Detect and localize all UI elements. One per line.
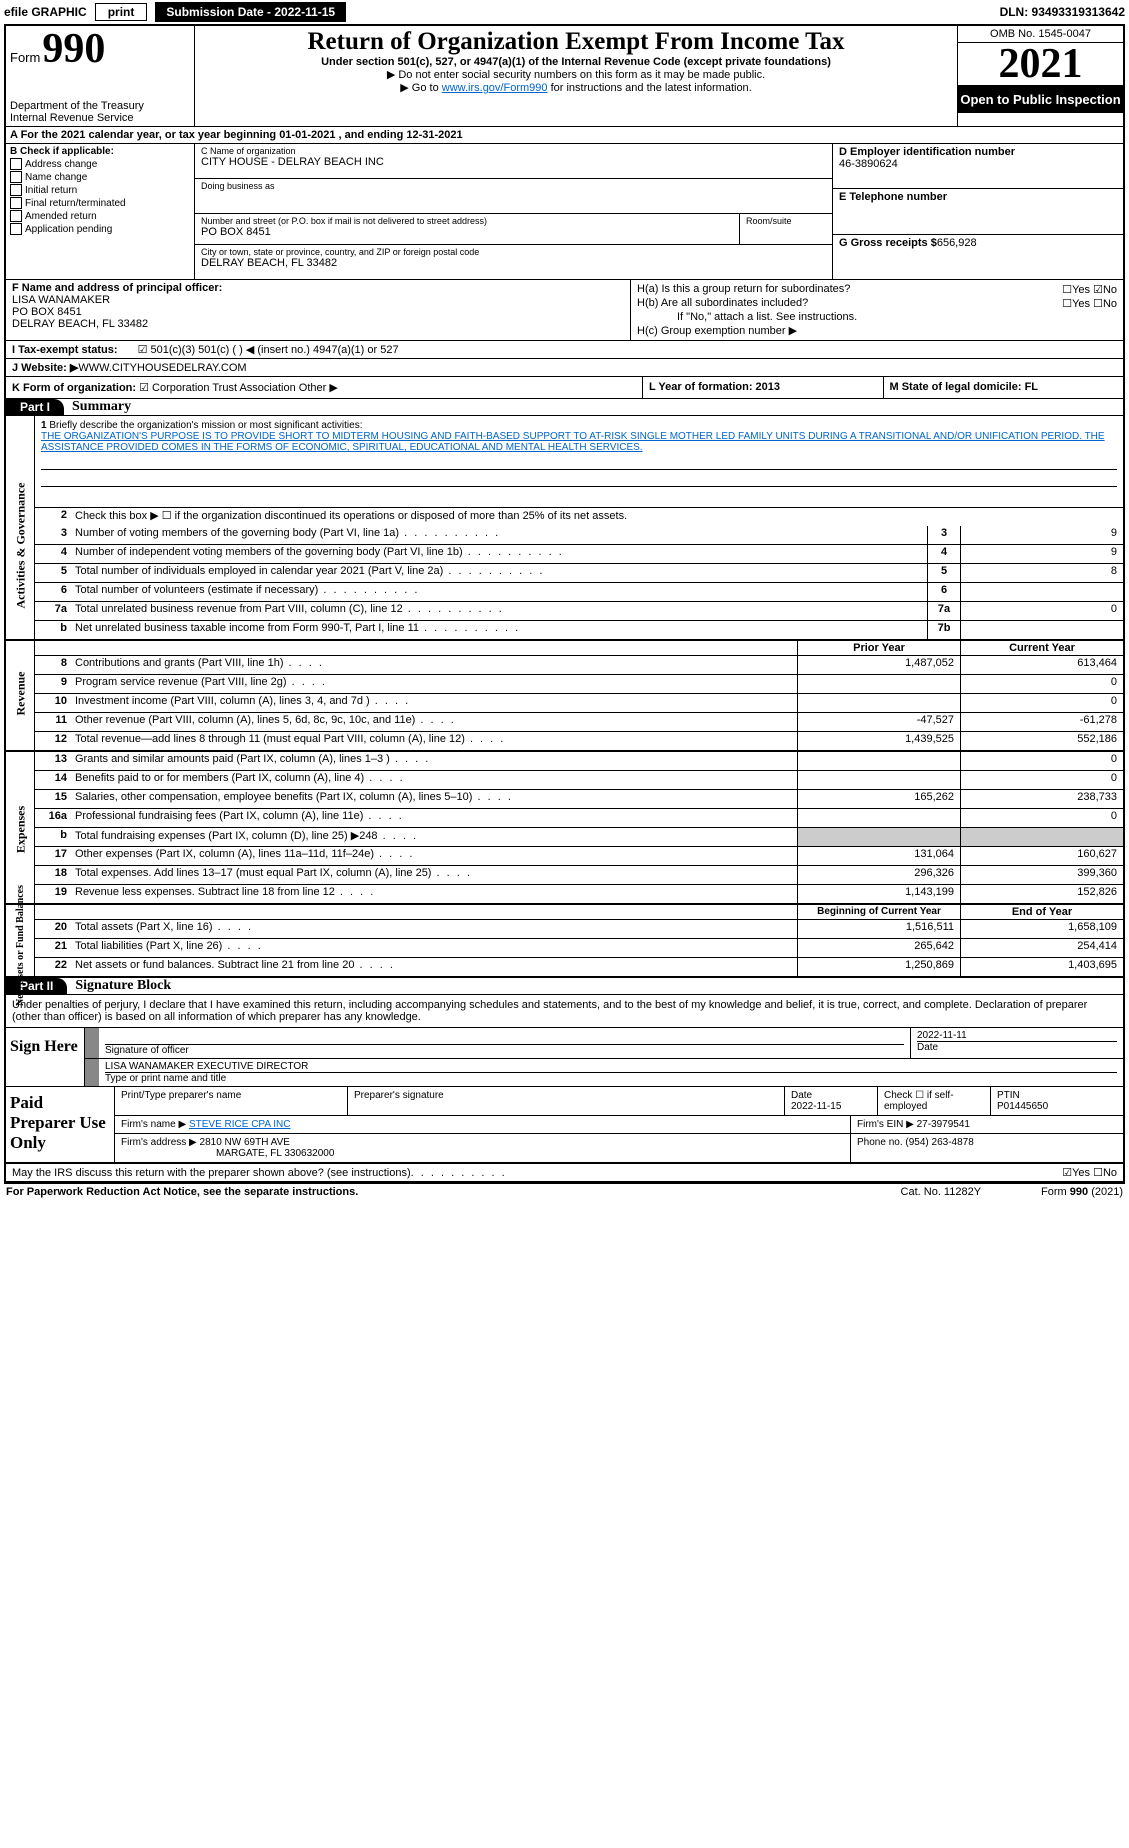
summary-row: 3Number of voting members of the governi… xyxy=(35,526,1123,545)
submission-date: Submission Date - 2022-11-15 xyxy=(155,2,346,22)
part1-header: Part I Summary xyxy=(6,399,1123,416)
expenses-section: Expenses 13Grants and similar amounts pa… xyxy=(6,750,1123,903)
chk-amended[interactable] xyxy=(10,210,22,222)
summary-row: 20Total assets (Part X, line 16)1,516,51… xyxy=(35,920,1123,939)
summary-row: 7aTotal unrelated business revenue from … xyxy=(35,602,1123,621)
section-bcd: B Check if applicable: Address change Na… xyxy=(6,144,1123,280)
summary-row: 17Other expenses (Part IX, column (A), l… xyxy=(35,847,1123,866)
irs-link[interactable]: www.irs.gov/Form990 xyxy=(442,82,548,94)
summary-row: 11Other revenue (Part VIII, column (A), … xyxy=(35,713,1123,732)
form-note2: ▶ Go to www.irs.gov/Form990 for instruct… xyxy=(201,81,951,94)
discuss-row: May the IRS discuss this return with the… xyxy=(6,1164,1123,1182)
form-subtitle: Under section 501(c), 527, or 4947(a)(1)… xyxy=(201,56,951,68)
print-button[interactable]: print xyxy=(95,3,148,21)
summary-row: 10Investment income (Part VIII, column (… xyxy=(35,694,1123,713)
footer: For Paperwork Reduction Act Notice, see … xyxy=(0,1184,1129,1200)
part2-header: Part II Signature Block xyxy=(6,976,1123,995)
dln: DLN: 93493319313642 xyxy=(1000,5,1125,19)
penalty-statement: Under penalties of perjury, I declare th… xyxy=(6,995,1123,1028)
chk-initial[interactable] xyxy=(10,184,22,196)
summary-row: 9Program service revenue (Part VIII, lin… xyxy=(35,675,1123,694)
form-note1: ▶ Do not enter social security numbers o… xyxy=(201,68,951,81)
summary-row: 12Total revenue—add lines 8 through 11 (… xyxy=(35,732,1123,750)
summary-row: bTotal fundraising expenses (Part IX, co… xyxy=(35,828,1123,847)
form-header: Form 990 Department of the Treasury Inte… xyxy=(6,26,1123,127)
chk-pending[interactable] xyxy=(10,223,22,235)
row-k: K Form of organization: ☑ Corporation Tr… xyxy=(6,377,1123,399)
tax-year: 2021 xyxy=(958,43,1123,86)
open-to-public: Open to Public Inspection xyxy=(958,86,1123,113)
row-i-tax-status: I Tax-exempt status: ☑ 501(c)(3) 501(c) … xyxy=(6,341,1123,359)
chk-name[interactable] xyxy=(10,171,22,183)
summary-row: 21Total liabilities (Part X, line 26)265… xyxy=(35,939,1123,958)
net-assets-section: Net Assets or Fund Balances Beginning of… xyxy=(6,903,1123,976)
summary-row: 13Grants and similar amounts paid (Part … xyxy=(35,752,1123,771)
sign-here-block: Sign Here Signature of officer 2022-11-1… xyxy=(6,1028,1123,1087)
col-deg: D Employer identification number 46-3890… xyxy=(832,144,1123,279)
summary-row: 6Total number of volunteers (estimate if… xyxy=(35,583,1123,602)
dept-label: Department of the Treasury xyxy=(10,100,190,112)
row-a-period: A For the 2021 calendar year, or tax yea… xyxy=(6,127,1123,144)
summary-row: 22Net assets or fund balances. Subtract … xyxy=(35,958,1123,976)
summary-row: 18Total expenses. Add lines 13–17 (must … xyxy=(35,866,1123,885)
revenue-section: Revenue Prior Year Current Year 8Contrib… xyxy=(6,639,1123,750)
summary-row: bNet unrelated business taxable income f… xyxy=(35,621,1123,639)
summary-row: 14Benefits paid to or for members (Part … xyxy=(35,771,1123,790)
summary-row: 15Salaries, other compensation, employee… xyxy=(35,790,1123,809)
form-frame: Form 990 Department of the Treasury Inte… xyxy=(4,24,1125,1184)
governance-section: Activities & Governance 1 Briefly descri… xyxy=(6,416,1123,639)
irs-label: Internal Revenue Service xyxy=(10,112,190,124)
row-j-website: J Website: ▶ WWW.CITYHOUSEDELRAY.COM xyxy=(6,359,1123,377)
mission-text[interactable]: THE ORGANIZATION'S PURPOSE IS TO PROVIDE… xyxy=(41,431,1105,453)
chk-address[interactable] xyxy=(10,158,22,170)
firm-link[interactable]: STEVE RICE CPA INC xyxy=(189,1119,291,1130)
summary-row: 5Total number of individuals employed in… xyxy=(35,564,1123,583)
summary-row: 19Revenue less expenses. Subtract line 1… xyxy=(35,885,1123,903)
col-b-checkboxes: B Check if applicable: Address change Na… xyxy=(6,144,195,279)
summary-row: 8Contributions and grants (Part VIII, li… xyxy=(35,656,1123,675)
summary-row: 4Number of independent voting members of… xyxy=(35,545,1123,564)
paid-preparer-block: Paid Preparer Use Only Print/Type prepar… xyxy=(6,1087,1123,1164)
summary-row: 16aProfessional fundraising fees (Part I… xyxy=(35,809,1123,828)
form-word: Form xyxy=(10,50,40,65)
form-number: 990 xyxy=(42,28,105,70)
year-headers: Prior Year Current Year xyxy=(35,641,1123,656)
mission-block: 1 Briefly describe the organization's mi… xyxy=(35,416,1123,508)
col-c-org: C Name of organization CITY HOUSE - DELR… xyxy=(195,144,832,279)
efile-label: efile GRAPHIC xyxy=(4,5,87,19)
chk-final[interactable] xyxy=(10,197,22,209)
top-bar: efile GRAPHIC print Submission Date - 20… xyxy=(0,0,1129,24)
net-headers: Beginning of Current Year End of Year xyxy=(35,905,1123,920)
section-fh: F Name and address of principal officer:… xyxy=(6,280,1123,341)
form-title: Return of Organization Exempt From Incom… xyxy=(201,28,951,56)
